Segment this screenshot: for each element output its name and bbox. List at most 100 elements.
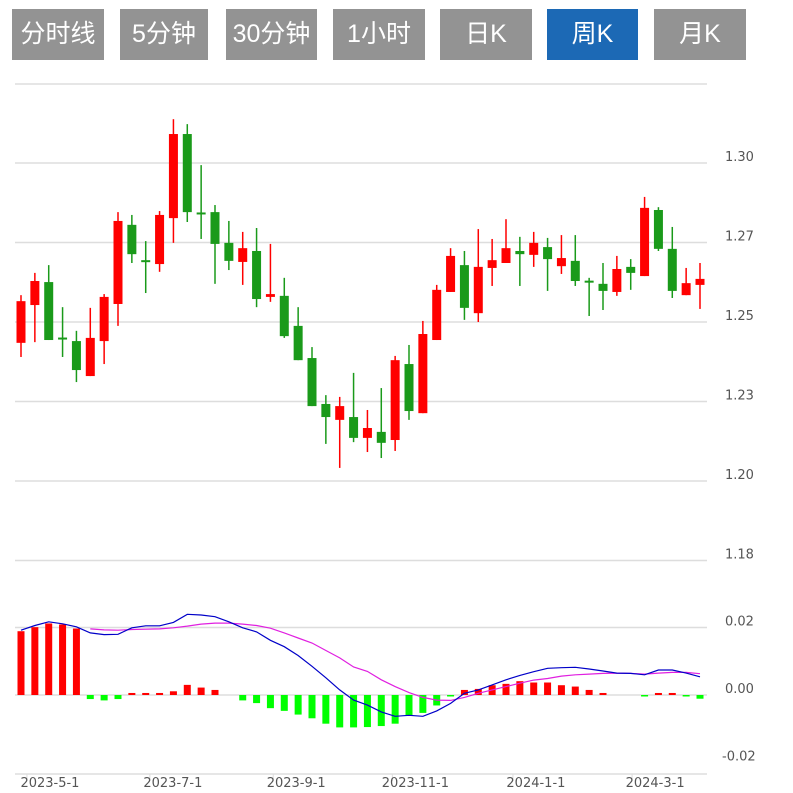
candle: [612, 255, 622, 296]
candle: [238, 231, 248, 285]
candle: [252, 228, 262, 308]
candle: [556, 235, 566, 274]
candle-body: [141, 260, 151, 263]
macd-histogram-bar: [419, 695, 427, 713]
candle-body: [667, 248, 677, 291]
candle-body: [252, 250, 262, 300]
candle-body: [293, 325, 303, 361]
candle: [446, 248, 456, 292]
price-tick-label: 1.27: [725, 230, 754, 245]
dea-line: [90, 622, 701, 702]
x-tick-label: 2023-9-1: [267, 776, 326, 791]
macd-histogram-bar: [557, 685, 565, 695]
macd-histogram-bar: [17, 631, 25, 695]
candle-body: [612, 269, 622, 292]
tab-5min[interactable]: 5分钟: [120, 9, 208, 60]
tab-monthly-k[interactable]: 月K: [654, 9, 746, 60]
dif-line: [20, 613, 701, 717]
macd-histogram-bar: [211, 689, 219, 695]
candle-body: [626, 266, 636, 273]
tab-timeline[interactable]: 分时线: [12, 9, 104, 60]
macd-histogram-bar: [45, 623, 53, 695]
x-tick-label: 2023-7-1: [143, 776, 202, 791]
candle: [141, 241, 151, 294]
tab-1hour[interactable]: 1小时: [333, 9, 425, 60]
candle: [653, 207, 663, 251]
candle: [543, 237, 553, 291]
macd-histogram-bar: [391, 695, 399, 724]
candle: [182, 124, 192, 223]
candle: [695, 262, 705, 309]
candle-body: [376, 431, 386, 443]
candle-body: [487, 260, 497, 268]
macd-histogram-bar: [696, 695, 704, 699]
candle: [529, 231, 539, 267]
candle: [113, 212, 123, 326]
candle-body: [279, 295, 289, 337]
candle-body: [182, 134, 192, 213]
price-tick-label: 1.25: [725, 309, 754, 324]
candle-body: [529, 242, 539, 255]
macd-histogram-bar: [460, 689, 468, 695]
macd-histogram-bar: [253, 695, 261, 704]
macd-histogram-bar: [183, 684, 191, 695]
price-tick-label: 1.20: [725, 468, 754, 483]
candle-body: [127, 224, 137, 255]
candle-body: [307, 358, 317, 407]
candle: [432, 284, 442, 341]
candle: [279, 277, 289, 338]
candle-body: [598, 283, 608, 291]
candle-body: [349, 417, 359, 438]
candle-body: [404, 364, 414, 412]
tab-30min[interactable]: 30分钟: [226, 9, 317, 60]
candle: [515, 236, 525, 286]
price-tick-label: 1.23: [725, 389, 754, 404]
tab-daily-k[interactable]: 日K: [440, 9, 532, 60]
candle: [265, 243, 275, 302]
candle-body: [30, 281, 40, 306]
candle: [71, 330, 81, 383]
macd-histogram-bar: [599, 692, 607, 695]
macd-histogram-bar: [31, 627, 39, 695]
candle: [667, 226, 677, 298]
candle: [224, 220, 234, 271]
candle: [58, 307, 68, 357]
candle-body: [390, 360, 400, 441]
candle-body: [99, 296, 109, 342]
candle-body: [681, 283, 691, 296]
macd-histogram-bar: [114, 695, 122, 700]
macd-histogram-bar: [266, 695, 274, 709]
candle-body: [515, 250, 525, 255]
candle: [473, 229, 483, 322]
candle-body: [58, 337, 68, 340]
macd-tick-label: -0.02: [722, 750, 756, 765]
candle: [404, 344, 414, 420]
macd-histogram-bar: [474, 688, 482, 695]
price-tick-label: 1.30: [725, 150, 754, 165]
macd-histogram-bar: [571, 686, 579, 695]
candle: [640, 196, 650, 277]
macd-histogram-bar: [239, 695, 247, 701]
candle: [459, 250, 469, 320]
candle-body: [556, 258, 566, 267]
candle: [210, 205, 220, 284]
candle: [155, 211, 165, 272]
candle-body: [196, 212, 206, 215]
macd-histogram-bar: [377, 695, 385, 727]
candle: [335, 396, 345, 468]
macd-histogram-bar: [86, 695, 94, 700]
macd-histogram-bar: [668, 692, 676, 695]
candle-body: [265, 294, 275, 297]
price-tick-label: 1.18: [725, 548, 754, 563]
macd-histogram-bar: [59, 624, 67, 695]
macd-histogram-bar: [128, 692, 136, 695]
macd-histogram-bar: [502, 683, 510, 695]
candle: [99, 294, 109, 365]
macd-tick-label: 0.00: [725, 682, 754, 697]
candle-body: [362, 428, 372, 438]
candle: [362, 409, 372, 453]
macd-histogram-bar: [544, 682, 552, 695]
tab-weekly-k[interactable]: 周K: [547, 9, 638, 60]
candle-body: [446, 255, 456, 292]
